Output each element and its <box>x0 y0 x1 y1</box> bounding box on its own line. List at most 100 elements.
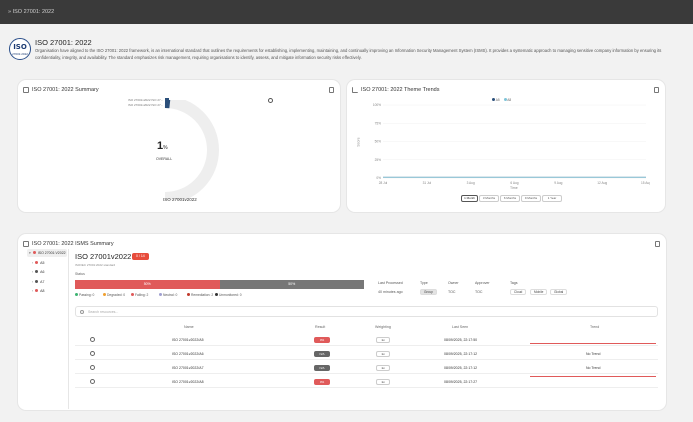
page-description: Organisation have aligned to the ISO 270… <box>35 48 662 60</box>
search-icon <box>80 310 84 314</box>
percent-suffix: % <box>163 145 168 151</box>
x-tick-label: 9 Aug <box>554 181 562 185</box>
chevron-right-icon: › <box>32 279 34 284</box>
y-tick-label: 50% <box>375 140 382 144</box>
col-weighting[interactable]: Weighting <box>375 325 391 329</box>
export-icon[interactable] <box>654 87 659 93</box>
status-icon <box>90 365 95 370</box>
row-last-seen: 08/09/2025, 22:17:27 <box>444 379 478 384</box>
legend-dot <box>159 293 162 296</box>
chevron-right-icon: ▾ <box>29 251 31 255</box>
result-badge: N/A <box>314 364 330 371</box>
tree-item[interactable]: › A7 <box>32 279 44 284</box>
owner-label: Owner <box>448 281 459 285</box>
y-tick-label: 75% <box>375 121 382 125</box>
row-last-seen: 08/09/2025, 22:17:50 <box>444 337 478 342</box>
status-icon <box>90 351 95 356</box>
col-last-seen[interactable]: Last Seen <box>452 325 469 329</box>
status-icon <box>90 337 95 342</box>
time-range-button[interactable]: 9 Months <box>521 195 541 202</box>
info-icon[interactable] <box>268 98 273 103</box>
isms-subtitle: ISO/IEC 27001:2022 standard <box>75 263 116 267</box>
search-box[interactable]: Search resources... <box>75 306 658 317</box>
summary-title: ISO 27001: 2022 Summary <box>32 87 99 93</box>
row-trend: No Trend <box>586 351 601 356</box>
approver-value: TOC <box>475 290 483 294</box>
tag-chip[interactable]: Cloud <box>510 289 527 295</box>
summary-gauge <box>164 100 219 200</box>
status-dot <box>35 260 39 264</box>
status-bar-segment: 50% <box>219 280 364 289</box>
status-legend-item: Remediation: 2 <box>187 293 213 297</box>
status-legend-item: Failing: 2 <box>131 293 148 297</box>
status-label: Status <box>75 272 85 276</box>
overall-label: OVERALL <box>156 157 173 161</box>
tree-selection <box>27 249 67 257</box>
chevron-right-icon: › <box>32 260 34 265</box>
tree-item-label: ISO 27001:V2022 <box>37 251 66 255</box>
tree-item[interactable]: ▾ ISO 27001:V2022 <box>29 251 66 255</box>
tree-divider <box>68 249 69 409</box>
breadcrumb[interactable]: » ISO 27001: 2022 <box>8 9 55 15</box>
export-icon[interactable] <box>655 241 660 247</box>
gauge-label: ISO 27001v2022 <box>163 197 197 202</box>
legend-label: Neutral: 0 <box>163 293 178 297</box>
logo-text: ISO <box>13 43 27 51</box>
table-row[interactable] <box>75 333 658 346</box>
legend-label: Failing: 2 <box>135 293 149 297</box>
table-row[interactable] <box>75 361 658 374</box>
tag-chip[interactable]: Mobile <box>530 289 548 295</box>
col-trend[interactable]: Trend <box>590 325 600 329</box>
col-result[interactable]: Result <box>315 325 326 329</box>
trend-sparkline <box>530 343 656 344</box>
summary-percent: 1% <box>157 140 168 152</box>
status-dot <box>35 279 39 283</box>
x-tick-label: 15 Aug <box>641 181 650 185</box>
weight-badge: 1x <box>376 378 390 385</box>
result-badge: 0% <box>314 378 330 385</box>
chevron-right-icon: › <box>32 270 34 274</box>
tag-chip[interactable]: Global <box>550 289 568 295</box>
tags-label: Tags <box>510 281 518 285</box>
weight-badge: 1x <box>376 364 390 371</box>
trends-card: ISO 27001: 2022 Theme Trends <box>347 80 665 212</box>
last-processed-value: 40 minutes ago <box>378 290 403 294</box>
x-tick-label: 6 Aug <box>510 181 518 185</box>
x-tick-label: 12 Aug <box>597 181 607 185</box>
table-row[interactable] <box>75 375 658 388</box>
status-legend-item: Neutral: 0 <box>159 293 177 297</box>
legend-label: Degraded: 0 <box>107 293 126 297</box>
legend-label: Remediation: 2 <box>191 293 214 297</box>
tree-item[interactable]: › A6 <box>32 270 44 274</box>
y-tick-label: 100% <box>373 103 381 107</box>
x-axis-label: Time <box>510 186 518 190</box>
legend-dot <box>75 293 78 296</box>
legend-dot <box>215 293 218 296</box>
legend-dot <box>103 293 106 296</box>
isms-title: ISO 27001: 2022 ISMS Summary <box>32 241 114 247</box>
export-icon[interactable] <box>329 87 334 93</box>
table-row[interactable] <box>75 347 658 360</box>
isms-card: ISO 27001: 2022 ISMS Summary <box>18 234 666 410</box>
time-range-button[interactable]: 3 Months <box>479 195 499 202</box>
summary-icon <box>23 87 29 93</box>
tree-item[interactable]: › A5 <box>32 260 44 265</box>
legend-dot <box>131 293 134 296</box>
time-range-button[interactable]: 6 Months <box>500 195 520 202</box>
weight-badge: 1x <box>376 350 390 357</box>
status-dot <box>35 289 39 292</box>
status-legend-item: Degraded: 0 <box>103 293 125 297</box>
legend-dot-a8 <box>503 98 507 101</box>
time-range-button[interactable]: 1 Month <box>461 195 478 202</box>
x-tick-label: 3 Aug <box>467 181 475 185</box>
col-name[interactable]: Name <box>184 325 194 329</box>
logo-sub: 27001:2022 <box>12 52 28 56</box>
legend-label: Passing: 0 <box>79 293 95 297</box>
summary-legend-2: ISO 27001v2022 ISO 27... <box>128 103 164 107</box>
isms-badge: 0 / 14 <box>132 253 149 260</box>
time-range-button[interactable]: 1 Year <box>542 195 562 202</box>
owner-value: TOC <box>448 290 456 294</box>
last-processed-label: Last Processed <box>378 281 403 285</box>
tree-item[interactable]: › A8 <box>32 289 44 293</box>
type-label: Type <box>420 281 428 285</box>
